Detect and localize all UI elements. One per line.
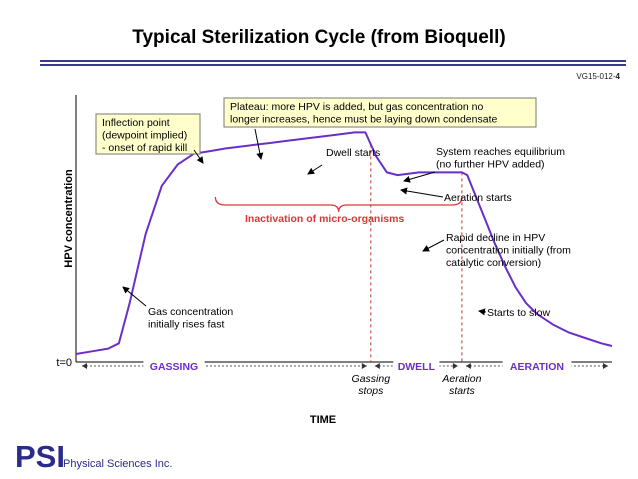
annotation-plateau: longer increases, hence must be laying d… xyxy=(230,114,497,126)
slide-title: Typical Sterilization Cycle (from Bioque… xyxy=(132,27,506,48)
annotation-decline: concentration initially (from xyxy=(446,245,571,257)
annotation-aeration: Aeration starts xyxy=(444,192,512,204)
annotation-inflection: Inflection point xyxy=(102,117,170,129)
phase-marker-label: stops xyxy=(358,385,384,397)
annotation-dwell: Dwell starts xyxy=(326,147,380,159)
psi-logo: PSI xyxy=(15,439,64,473)
annotation-slow: Starts to slow xyxy=(487,307,550,319)
phase-label: GASSING xyxy=(150,361,198,373)
callout-box-inflection xyxy=(95,113,201,155)
annotation-equilibrium: System reaches equilibrium xyxy=(436,146,565,158)
phase-label-bg xyxy=(393,359,440,373)
annotation-gas: Gas concentration xyxy=(148,306,233,318)
annotation-arrow-aeration xyxy=(400,187,444,198)
annotation-arrow-gas xyxy=(122,286,147,307)
annotation-gas: initially rises fast xyxy=(148,319,225,331)
callout-box-plateau xyxy=(223,97,537,128)
annotation-arrow-equilibrium xyxy=(403,171,436,183)
annotation-inflection: - onset of rapid kill xyxy=(102,142,187,154)
phase-marker-label: Gassing xyxy=(352,373,391,385)
annotation-arrow-dwell xyxy=(307,164,323,175)
annotation-inflection: (dewpoint implied) xyxy=(102,130,187,142)
y-axis-label: HPV concentration xyxy=(63,169,75,268)
inactivation-brace xyxy=(214,196,463,213)
slide-number: 4 xyxy=(615,72,620,81)
company-name: Physical Sciences Inc. xyxy=(63,458,173,470)
hpv-curve xyxy=(75,131,613,355)
annotation-arrow-decline xyxy=(422,239,445,252)
phase-label: AERATION xyxy=(510,361,564,373)
annotation-plateau: Plateau: more HPV is added, but gas conc… xyxy=(230,101,483,113)
phase-band-arrow-right xyxy=(603,363,608,369)
psi-logo-text: PSI xyxy=(15,439,64,473)
annotation-arrow-plateau xyxy=(254,128,264,160)
brace-label: Inactivation of micro-organisms xyxy=(245,213,404,225)
slide-id: VG15-012-4 xyxy=(576,72,620,81)
phase-label-bg xyxy=(143,359,205,373)
phase-band-arrow-right xyxy=(361,363,367,369)
origin-label: t=0 xyxy=(56,357,72,369)
annotation-equilibrium: (no further HPV added) xyxy=(436,159,545,171)
phase-label: DWELL xyxy=(398,361,436,373)
phase-band-arrow-left xyxy=(465,363,471,369)
x-axis-label: TIME xyxy=(310,414,336,426)
annotation-decline: catalytic conversion) xyxy=(446,257,541,269)
title-rule-top xyxy=(40,60,626,62)
slide-id-code: VG15-012- xyxy=(576,72,616,81)
annotation-arrow-inflection xyxy=(193,149,204,164)
annotation-decline: Rapid decline in HPV xyxy=(446,232,545,244)
phase-band-arrow-left xyxy=(82,363,87,369)
phase-label-bg xyxy=(502,359,572,373)
title-rule-bottom xyxy=(40,64,626,66)
phase-marker-label: Aeration xyxy=(441,373,481,385)
phase-band-arrow-right xyxy=(452,363,458,369)
annotation-arrow-slow xyxy=(478,308,487,316)
phase-band-arrow-left xyxy=(374,363,380,369)
phase-marker-label: starts xyxy=(449,385,475,397)
